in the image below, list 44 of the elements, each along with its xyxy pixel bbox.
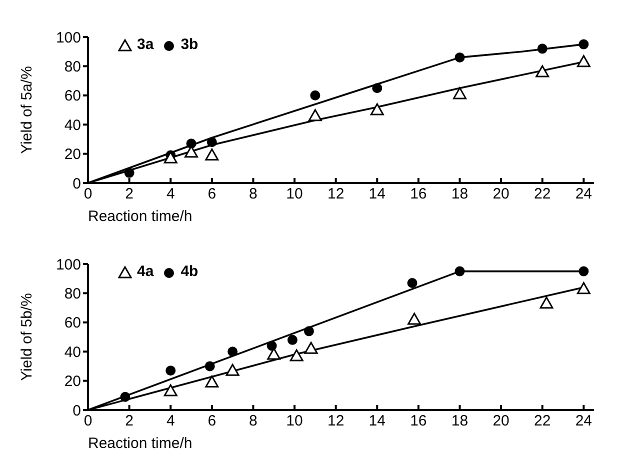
y-tick-label: 60 xyxy=(64,314,81,332)
x-tick-label: 0 xyxy=(84,412,92,430)
x-tick-label: 24 xyxy=(575,412,592,430)
x-tick-label: 10 xyxy=(286,186,303,203)
y-axis-title: Yield of 5b/% xyxy=(18,293,36,381)
x-tick-label: 6 xyxy=(208,412,216,430)
x-tick-label: 4 xyxy=(166,412,175,430)
y-tick-label: 20 xyxy=(64,146,81,164)
x-tick-label: 20 xyxy=(492,412,510,430)
legend-label: 3b xyxy=(180,36,198,53)
y-tick-label: 60 xyxy=(64,88,81,105)
x-tick-label: 22 xyxy=(534,412,551,430)
y-tick-label: 80 xyxy=(64,286,81,303)
x-tick-label: 4 xyxy=(166,186,175,203)
x-tick-label: 8 xyxy=(249,412,258,430)
y-tick-label: 100 xyxy=(56,29,81,46)
x-tick-label: 8 xyxy=(249,186,258,203)
x-tick-label: 16 xyxy=(410,186,427,203)
x-tick-label: 24 xyxy=(575,186,592,203)
x-tick-label: 18 xyxy=(451,412,468,430)
legend-label: 4a xyxy=(137,263,154,280)
x-tick-label: 12 xyxy=(327,186,344,203)
x-tick-label: 2 xyxy=(125,186,134,203)
legend-label: 3a xyxy=(137,36,154,53)
x-tick-label: 0 xyxy=(84,186,92,203)
x-tick-label: 6 xyxy=(208,186,216,203)
x-tick-label: 22 xyxy=(534,186,551,203)
x-axis-title: Reaction time/h xyxy=(88,208,192,225)
x-tick-label: 14 xyxy=(368,186,386,203)
x-tick-label: 2 xyxy=(125,412,134,430)
legend-label: 4b xyxy=(180,263,198,280)
x-tick-label: 12 xyxy=(327,412,344,430)
y-tick-label: 80 xyxy=(64,58,81,76)
y-tick-label: 40 xyxy=(64,116,81,134)
x-tick-label: 10 xyxy=(286,412,303,430)
x-tick-label: 16 xyxy=(410,412,427,430)
x-tick-label: 18 xyxy=(451,186,468,203)
y-tick-label: 100 xyxy=(56,256,81,274)
y-axis-title: Yield of 5a/% xyxy=(18,66,36,154)
x-tick-label: 20 xyxy=(492,186,510,203)
y-tick-label: 20 xyxy=(64,373,81,390)
x-axis-title: Reaction time/h xyxy=(88,435,192,452)
x-tick-label: 14 xyxy=(368,412,386,430)
y-tick-label: 40 xyxy=(64,344,81,361)
